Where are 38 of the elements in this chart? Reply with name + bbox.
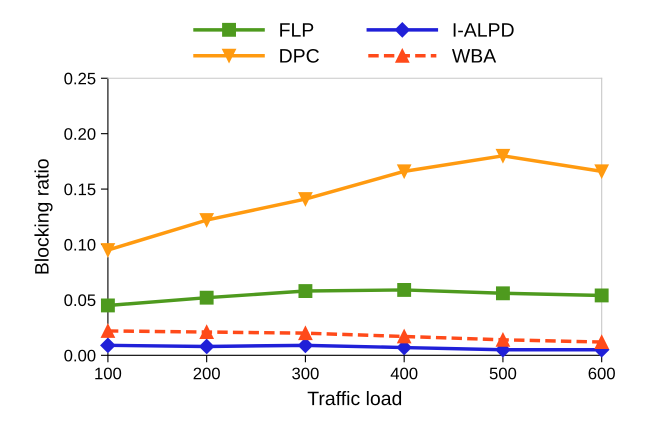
point	[594, 164, 609, 178]
point	[100, 338, 116, 353]
y-tick-label: 0.00	[64, 350, 96, 362]
x-axis-title: Traffic load	[308, 390, 402, 406]
y-tick-label: 0.25	[64, 72, 96, 84]
y-tick-label: 0.10	[64, 238, 96, 251]
x-tick-label: 600	[588, 368, 615, 380]
point	[100, 243, 115, 257]
legend-label: I-ALPD	[454, 23, 514, 37]
point	[298, 326, 312, 340]
y-tick-label: 0.20	[64, 128, 96, 140]
point	[100, 324, 115, 338]
y-axis-title: Blocking ratio	[34, 159, 53, 274]
point	[100, 298, 115, 312]
point	[594, 288, 609, 302]
point	[200, 290, 214, 305]
point	[397, 164, 412, 178]
point	[199, 338, 214, 354]
x-tick-label: 400	[390, 368, 418, 380]
point	[397, 282, 412, 297]
x-tick-label: 300	[292, 368, 319, 380]
point	[200, 325, 214, 339]
point	[496, 332, 510, 347]
x-tick-label: 100	[95, 368, 122, 380]
point	[200, 213, 214, 228]
y-tick-label: 0.05	[64, 294, 96, 306]
legend-label: DPC	[280, 48, 319, 63]
legend-label: FLP	[280, 23, 314, 37]
point	[496, 148, 510, 163]
point	[298, 192, 312, 206]
point	[594, 335, 609, 349]
point	[298, 284, 312, 298]
x-tick-label: 200	[194, 368, 220, 380]
point	[496, 286, 510, 300]
legend-label: WBA	[452, 49, 496, 63]
x-tick-label: 500	[490, 368, 516, 380]
y-tick-label: 0.15	[64, 183, 96, 196]
point	[397, 330, 412, 344]
